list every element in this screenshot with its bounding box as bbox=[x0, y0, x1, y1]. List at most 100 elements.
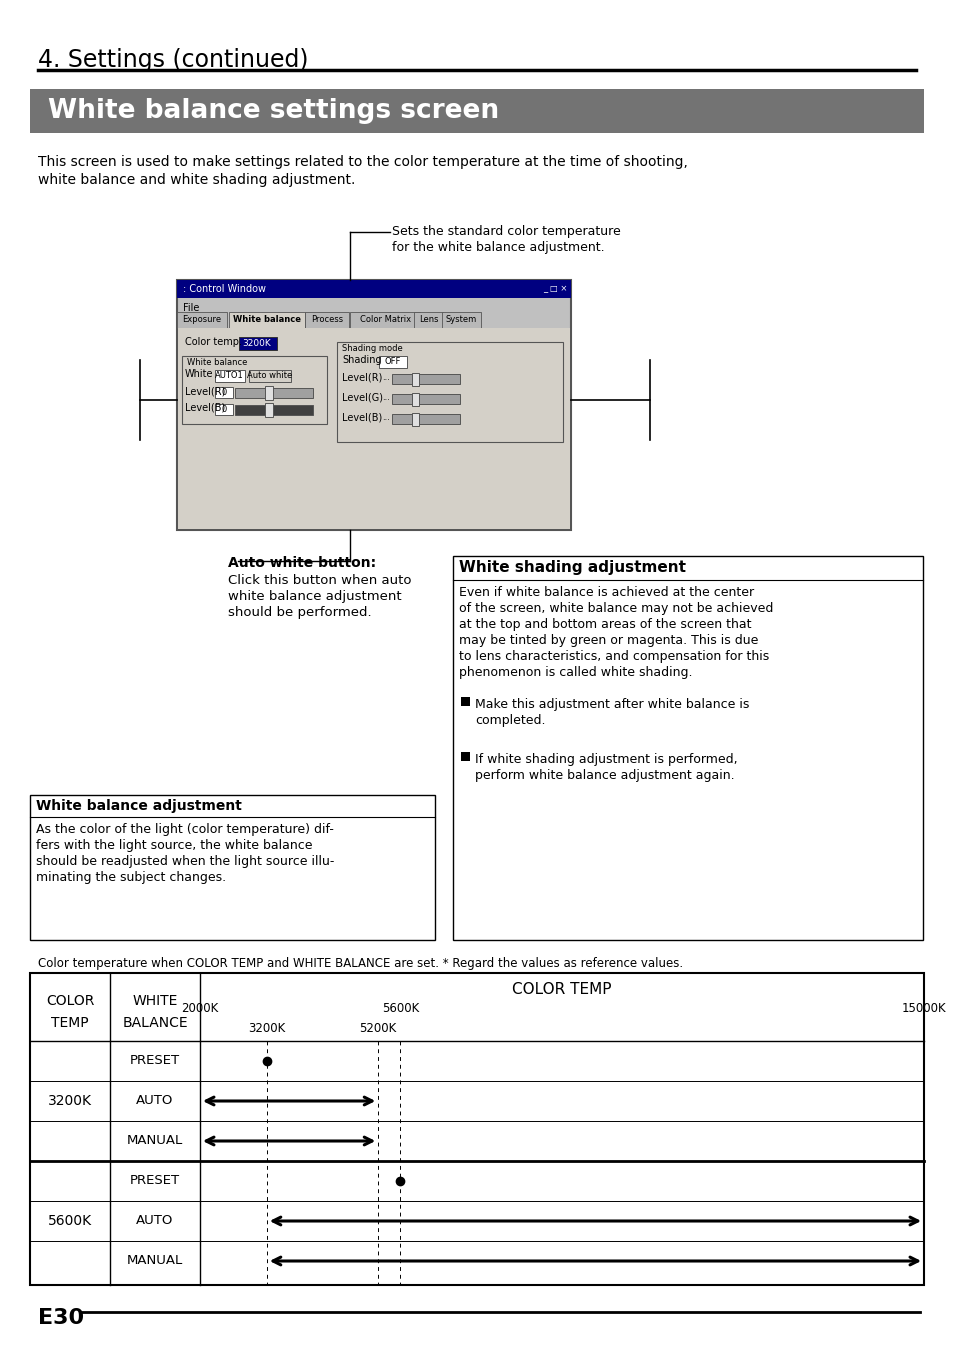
Bar bbox=[178, 329, 569, 529]
Text: completed.: completed. bbox=[475, 714, 545, 727]
Bar bbox=[234, 388, 313, 397]
Text: of the screen, white balance may not be achieved: of the screen, white balance may not be … bbox=[458, 602, 773, 615]
Text: AUTO: AUTO bbox=[136, 1095, 173, 1107]
Text: Level(R): Level(R) bbox=[185, 387, 225, 396]
Text: AUTO: AUTO bbox=[136, 1214, 173, 1228]
Text: 5600K: 5600K bbox=[381, 1002, 418, 1015]
Text: Level(G): Level(G) bbox=[341, 392, 382, 402]
Text: MANUAL: MANUAL bbox=[127, 1255, 183, 1268]
Text: White balance adjustment: White balance adjustment bbox=[36, 799, 242, 813]
Bar bbox=[265, 403, 273, 416]
Text: COLOR: COLOR bbox=[46, 994, 94, 1009]
Bar bbox=[460, 698, 470, 706]
Bar bbox=[392, 414, 459, 425]
Text: Sets the standard color temperature: Sets the standard color temperature bbox=[392, 224, 620, 238]
Text: Shading mode: Shading mode bbox=[341, 343, 402, 353]
Text: at the top and bottom areas of the screen that: at the top and bottom areas of the scree… bbox=[458, 618, 751, 631]
Text: White balance: White balance bbox=[187, 358, 247, 366]
Bar bbox=[441, 312, 480, 329]
Text: White balance: White balance bbox=[233, 315, 300, 324]
Text: Even if white balance is achieved at the center: Even if white balance is achieved at the… bbox=[458, 585, 753, 599]
Bar bbox=[239, 337, 276, 350]
Text: white balance adjustment: white balance adjustment bbox=[228, 589, 401, 603]
Text: 3200K: 3200K bbox=[48, 1094, 91, 1109]
Text: _ □ ×: _ □ × bbox=[542, 284, 566, 293]
Bar bbox=[234, 406, 313, 415]
Text: ...: ... bbox=[381, 373, 390, 381]
Bar bbox=[214, 387, 233, 397]
Text: WHITE: WHITE bbox=[132, 994, 177, 1009]
Text: Lens: Lens bbox=[418, 315, 437, 324]
Text: File: File bbox=[183, 303, 199, 314]
Bar bbox=[30, 973, 923, 1284]
Text: MANUAL: MANUAL bbox=[127, 1134, 183, 1148]
Text: Color temperature when COLOR TEMP and WHITE BALANCE are set. * Regard the values: Color temperature when COLOR TEMP and WH… bbox=[38, 957, 682, 969]
Text: Color Matrix: Color Matrix bbox=[359, 315, 411, 324]
Text: ...: ... bbox=[381, 392, 390, 402]
Bar bbox=[412, 393, 418, 406]
Bar bbox=[182, 356, 327, 425]
Text: 5200K: 5200K bbox=[359, 1022, 396, 1036]
Text: Auto white: Auto white bbox=[247, 372, 293, 380]
Text: Color temp.: Color temp. bbox=[185, 337, 242, 347]
Bar bbox=[460, 752, 470, 761]
Text: 2000K: 2000K bbox=[181, 1002, 218, 1015]
Bar bbox=[305, 312, 349, 329]
Text: OFF: OFF bbox=[384, 357, 401, 366]
Text: E30: E30 bbox=[38, 1307, 84, 1328]
Text: may be tinted by green or magenta. This is due: may be tinted by green or magenta. This … bbox=[458, 634, 758, 648]
Text: Shading: Shading bbox=[341, 356, 381, 365]
Text: Level(R): Level(R) bbox=[341, 372, 382, 383]
Bar bbox=[453, 556, 923, 940]
Text: 0: 0 bbox=[221, 388, 227, 397]
Text: 15000K: 15000K bbox=[901, 1002, 945, 1015]
Text: Exposure: Exposure bbox=[182, 315, 221, 324]
Text: Level(B): Level(B) bbox=[341, 412, 382, 422]
Text: should be performed.: should be performed. bbox=[228, 606, 372, 619]
Bar bbox=[177, 280, 571, 530]
Text: As the color of the light (color temperature) dif-: As the color of the light (color tempera… bbox=[36, 823, 334, 836]
Bar bbox=[249, 370, 291, 383]
Bar bbox=[214, 370, 245, 383]
Text: should be readjusted when the light source illu-: should be readjusted when the light sour… bbox=[36, 854, 334, 868]
Text: 3200K: 3200K bbox=[248, 1022, 285, 1036]
Text: 0: 0 bbox=[221, 406, 227, 414]
Bar bbox=[392, 375, 459, 384]
Text: : Control Window: : Control Window bbox=[183, 284, 266, 293]
Text: PRESET: PRESET bbox=[130, 1175, 180, 1187]
Text: to lens characteristics, and compensation for this: to lens characteristics, and compensatio… bbox=[458, 650, 768, 662]
Bar bbox=[392, 393, 459, 404]
Text: PRESET: PRESET bbox=[130, 1055, 180, 1068]
Text: Click this button when auto: Click this button when auto bbox=[228, 575, 411, 587]
Text: BALANCE: BALANCE bbox=[122, 1015, 188, 1030]
Bar bbox=[30, 89, 923, 132]
Bar bbox=[336, 342, 562, 442]
Text: System: System bbox=[445, 315, 476, 324]
Bar bbox=[412, 412, 418, 426]
Text: AUTO1: AUTO1 bbox=[214, 372, 243, 380]
Bar bbox=[214, 404, 233, 415]
Text: phenomenon is called white shading.: phenomenon is called white shading. bbox=[458, 667, 692, 679]
Bar bbox=[229, 312, 304, 329]
Bar bbox=[265, 387, 273, 400]
Text: TEMP: TEMP bbox=[51, 1015, 89, 1030]
Text: white balance and white shading adjustment.: white balance and white shading adjustme… bbox=[38, 173, 355, 187]
Text: ...: ... bbox=[381, 412, 390, 422]
Text: This screen is used to make settings related to the color temperature at the tim: This screen is used to make settings rel… bbox=[38, 155, 687, 169]
Text: for the white balance adjustment.: for the white balance adjustment. bbox=[392, 241, 604, 254]
Text: Process: Process bbox=[311, 315, 343, 324]
Text: 3200K: 3200K bbox=[242, 339, 271, 349]
Text: perform white balance adjustment again.: perform white balance adjustment again. bbox=[475, 769, 734, 781]
Bar bbox=[177, 280, 571, 297]
Text: fers with the light source, the white balance: fers with the light source, the white ba… bbox=[36, 840, 313, 852]
Text: Make this adjustment after white balance is: Make this adjustment after white balance… bbox=[475, 698, 749, 711]
Bar bbox=[412, 373, 418, 387]
Text: Auto white button:: Auto white button: bbox=[228, 556, 375, 571]
Text: White balance settings screen: White balance settings screen bbox=[48, 97, 498, 124]
Bar bbox=[378, 356, 407, 368]
Text: COLOR TEMP: COLOR TEMP bbox=[512, 982, 611, 996]
Text: 5600K: 5600K bbox=[48, 1214, 92, 1228]
Bar bbox=[414, 312, 442, 329]
Text: If white shading adjustment is performed,: If white shading adjustment is performed… bbox=[475, 753, 737, 767]
Text: Level(B): Level(B) bbox=[185, 403, 225, 412]
